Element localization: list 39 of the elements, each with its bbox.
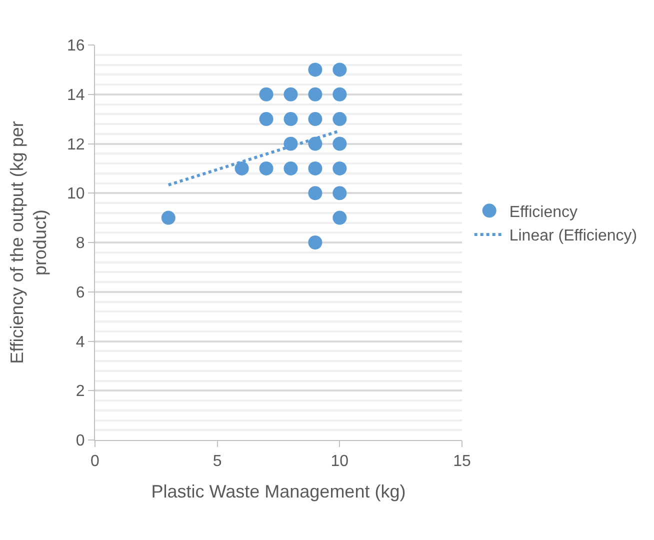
x-tick-label: 15 xyxy=(453,453,471,470)
point xyxy=(284,112,298,126)
point xyxy=(332,136,347,151)
point xyxy=(308,112,322,126)
legend-label: Linear (Efficiency) xyxy=(509,228,638,245)
y-tick-label: 8 xyxy=(76,235,85,252)
y-tick-label: 4 xyxy=(76,334,85,351)
x-tick-label: 0 xyxy=(90,453,100,470)
point xyxy=(332,161,347,176)
point xyxy=(308,62,322,77)
point xyxy=(308,136,322,151)
point xyxy=(308,161,322,176)
y-tick-label: 16 xyxy=(67,38,85,55)
point xyxy=(308,186,322,200)
point xyxy=(259,87,274,102)
point xyxy=(308,87,322,102)
y-tick-label: 12 xyxy=(67,136,85,154)
point xyxy=(332,186,347,200)
y-tick-label: 6 xyxy=(76,284,85,302)
y-tick-label: 14 xyxy=(67,86,85,104)
point xyxy=(332,62,347,77)
point xyxy=(161,210,176,225)
x-tick-label: 5 xyxy=(212,453,222,470)
point xyxy=(332,112,347,126)
x-axis-title: Plastic Waste Management (kg) xyxy=(151,481,406,502)
point xyxy=(332,210,347,225)
point xyxy=(259,112,274,126)
y-tick-label: 0 xyxy=(76,432,85,450)
legend-label: Efficiency xyxy=(509,204,578,221)
point xyxy=(284,161,298,176)
y-tick-label: 10 xyxy=(67,186,85,203)
point xyxy=(308,236,322,250)
point xyxy=(234,161,249,176)
point xyxy=(284,87,298,102)
x-tick-label: 10 xyxy=(330,453,349,470)
y-axis-title: Efficiency of the output (kg per product) xyxy=(6,121,50,364)
y-tick-label: 2 xyxy=(76,383,85,400)
point xyxy=(259,161,274,176)
point xyxy=(332,87,347,102)
